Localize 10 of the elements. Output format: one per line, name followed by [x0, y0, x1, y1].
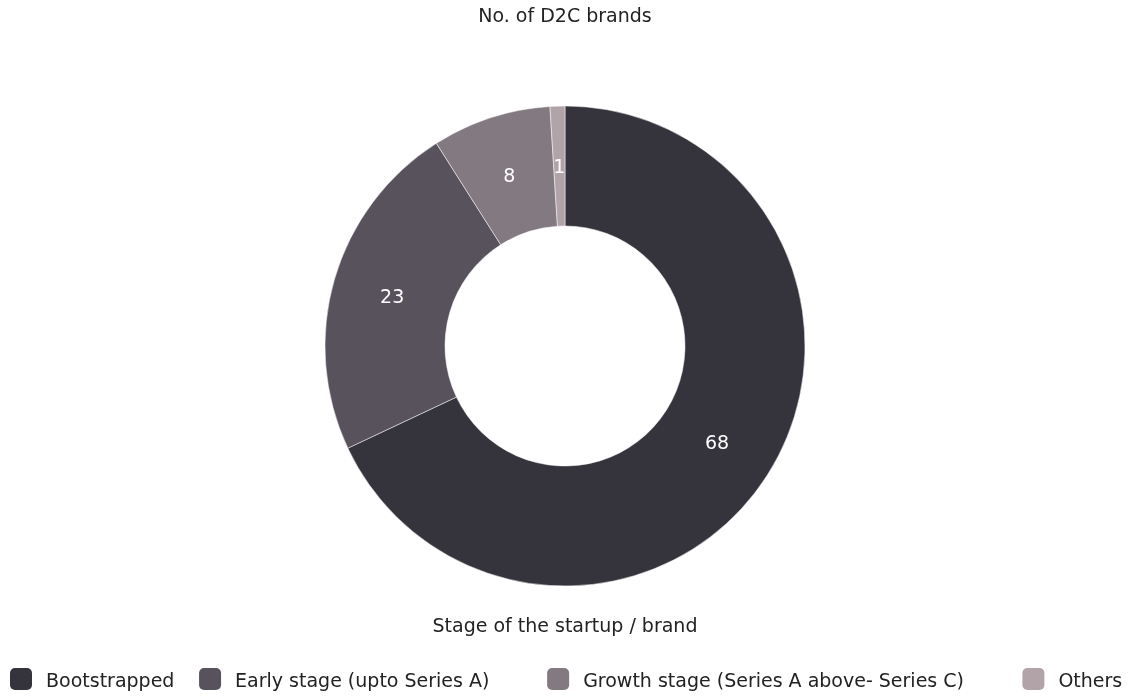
text: Stage of the startup / brand	[432, 614, 698, 636]
legend-label: Bootstrapped	[46, 669, 175, 691]
legend-label: Growth stage (Series A above- Series C)	[583, 669, 964, 691]
data-label: 8	[503, 163, 516, 186]
legend-label: Early stage (upto Series A)	[235, 669, 490, 691]
data-label: 23	[380, 284, 405, 307]
data-label: 68	[704, 431, 730, 454]
data-label: 1	[553, 155, 566, 178]
legend-label: Others	[1058, 669, 1123, 691]
chart-title: No. of D2C brands	[478, 4, 652, 26]
